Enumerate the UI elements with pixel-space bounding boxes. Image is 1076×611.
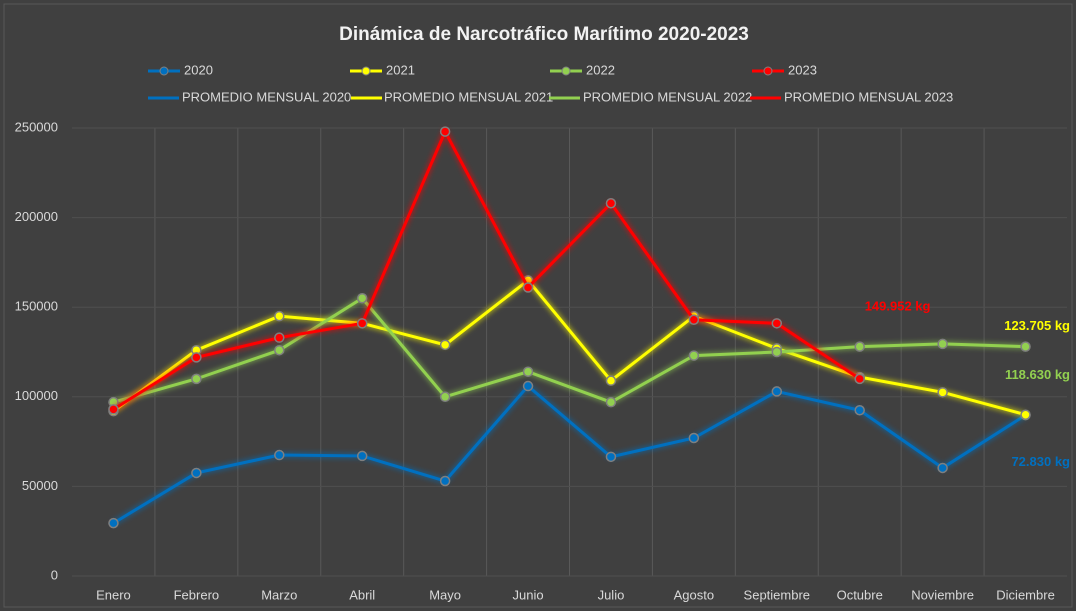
point: [522, 366, 534, 377]
point: [854, 404, 865, 416]
x-tick-label: Febrero: [174, 587, 220, 602]
point: [1020, 341, 1031, 352]
point: [688, 350, 700, 361]
x-tick-label: Abril: [349, 587, 375, 602]
point: [439, 126, 451, 137]
point: [356, 318, 368, 329]
point: [274, 344, 285, 356]
point: [191, 373, 202, 385]
y-tick-label: 150000: [15, 299, 58, 314]
point: [1020, 409, 1031, 420]
x-tick-label: Junio: [513, 587, 544, 602]
point: [854, 373, 865, 385]
point: [771, 318, 783, 329]
point: [108, 517, 119, 529]
point: [439, 475, 451, 487]
average-label: 149.952 kg: [865, 299, 931, 314]
point: [688, 314, 700, 325]
legend-label: 2020: [184, 62, 213, 77]
x-tick-label: Noviembre: [911, 587, 974, 602]
point: [356, 292, 368, 304]
point: [771, 386, 783, 397]
x-tick-label: Marzo: [261, 587, 297, 602]
point: [274, 332, 285, 343]
chart-border: [3, 3, 1073, 608]
series-line: [113, 296, 1026, 404]
x-tick-label: Octubre: [837, 587, 883, 602]
legend-label: PROMEDIO MENSUAL 2022: [583, 89, 752, 104]
x-tick-label: Diciembre: [996, 587, 1055, 602]
x-tick-label: Julio: [598, 587, 625, 602]
legend-label: 2022: [586, 62, 615, 77]
point: [937, 462, 948, 474]
x-tick-label: Mayo: [429, 587, 461, 602]
point: [937, 338, 948, 350]
point: [605, 375, 617, 386]
y-tick-label: 50000: [22, 478, 58, 493]
x-tick-label: Enero: [96, 587, 131, 602]
point: [439, 391, 451, 403]
legend-label: PROMEDIO MENSUAL 2021: [384, 89, 553, 104]
legend-label: PROMEDIO MENSUAL 2020: [182, 89, 351, 104]
point: [356, 450, 368, 462]
series-line: [112, 383, 1027, 525]
point: [605, 396, 617, 408]
legend-marker: [159, 66, 169, 76]
series-line: [112, 128, 861, 411]
point: [688, 432, 700, 444]
point: [274, 310, 285, 322]
average-label: 123.705 kg: [1004, 318, 1070, 333]
legend-label: 2023: [788, 62, 817, 77]
legend-marker: [361, 66, 371, 76]
y-tick-label: 100000: [15, 388, 58, 403]
series-line: [112, 278, 1026, 417]
y-tick-label: 200000: [15, 209, 58, 224]
legend-label: PROMEDIO MENSUAL 2023: [784, 89, 953, 104]
point: [771, 346, 783, 358]
point: [191, 467, 202, 479]
x-tick-label: Agosto: [674, 587, 714, 602]
average-label: 72.830 kg: [1011, 454, 1070, 469]
point: [439, 339, 451, 351]
point: [191, 352, 202, 363]
point: [937, 387, 948, 398]
point: [108, 404, 119, 415]
legend-marker: [763, 66, 773, 76]
y-tick-label: 0: [51, 567, 58, 582]
point: [605, 451, 617, 463]
legend-label: 2021: [386, 62, 415, 77]
legend-marker: [561, 66, 571, 76]
chart-title: Dinámica de Narcotráfico Marítimo 2020-2…: [339, 24, 749, 45]
point: [522, 282, 534, 293]
point: [274, 449, 285, 461]
point: [605, 198, 617, 209]
point: [854, 341, 865, 352]
x-tick-label: Septiembre: [744, 587, 810, 602]
y-tick-label: 250000: [15, 119, 58, 134]
point: [522, 380, 534, 392]
average-label: 118.630 kg: [1005, 367, 1070, 382]
